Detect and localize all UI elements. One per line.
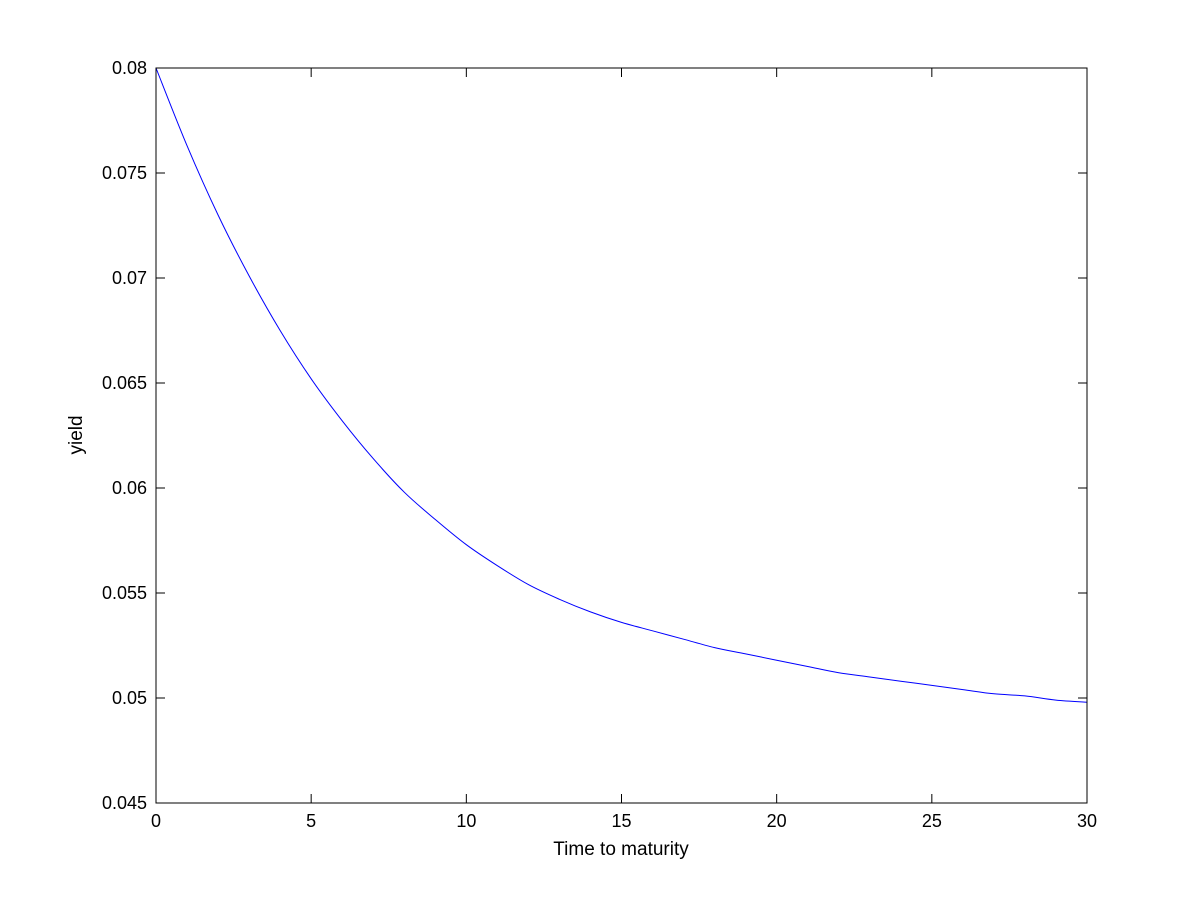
y-tick-label: 0.05 [112,688,147,708]
x-tick-label: 15 [611,811,631,831]
x-tick-label: 30 [1077,811,1097,831]
yield-curve-line [155,67,1088,703]
y-tick-label: 0.07 [112,268,147,288]
plot-area [156,68,1087,803]
tick-labels: 0 5 10 15 20 25 30 0.045 0.05 0.055 0.06 0.065 0.07 0… [102,58,1097,831]
y-axis-label: yield [66,415,87,454]
plot-frame [155,67,1088,804]
y-tick-label: 0.055 [102,583,147,603]
y-tick-label: 0.075 [102,163,147,183]
x-tick-label: 5 [306,811,316,831]
x-tick-label: 10 [456,811,476,831]
y-tick-label: 0.065 [102,373,147,393]
x-axis-label: Time to maturity [553,839,689,860]
x-tick-label: 25 [922,811,942,831]
x-tick-label: 20 [767,811,787,831]
y-tick-label: 0.08 [112,58,147,78]
y-tick-label: 0.045 [102,793,147,813]
x-tick-label: 0 [151,811,161,831]
series-layer [155,67,1088,703]
y-tick-label: 0.06 [112,478,147,498]
